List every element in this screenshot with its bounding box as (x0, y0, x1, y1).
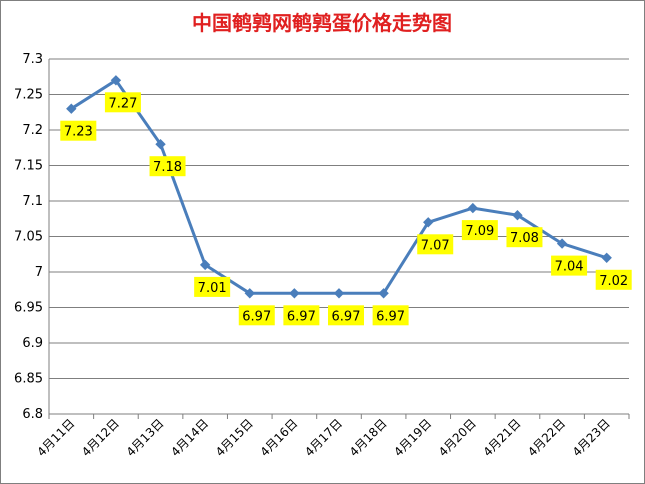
data-label-bg (104, 92, 141, 113)
data-label: 7.09 (465, 224, 494, 239)
data-point (512, 209, 523, 221)
grid-layer (49, 58, 629, 415)
data-label: 6.97 (376, 309, 405, 324)
data-label: 7.27 (108, 96, 137, 111)
data-point (333, 288, 345, 299)
data-label-bg (60, 120, 97, 141)
axis-layer: 6.8 6.85 6.9 6.95 7 7.05 7.1 7.15 7.2 7.25 7.3 4月11… (14, 52, 630, 459)
data-point (423, 217, 434, 228)
data-label: 7.01 (198, 281, 227, 296)
data-label-bg (551, 255, 588, 276)
y-tick-label: 6.85 (14, 372, 43, 387)
data-label: 7.08 (510, 231, 539, 246)
data-label: 7.23 (64, 125, 93, 140)
x-tick-label: 4月23日 (570, 416, 613, 459)
chart-title: 中国鹌鹑网鹌鹑蛋价格走势图 (192, 11, 452, 35)
data-label: 7.04 (555, 260, 584, 275)
data-label-bg (149, 156, 186, 177)
data-point (66, 103, 77, 114)
x-tick-label: 4月19日 (391, 416, 434, 459)
x-tick-label: 4月11日 (34, 416, 77, 459)
y-tick-label: 7.15 (14, 159, 43, 174)
data-label-bg (283, 305, 320, 326)
y-tick-label: 6.95 (14, 301, 43, 316)
data-label: 6.97 (242, 309, 271, 324)
data-label: 7.18 (153, 160, 182, 175)
x-tick-label: 4月13日 (124, 416, 167, 459)
x-tick-label: 4月22日 (525, 416, 568, 459)
x-tick-label: 4月16日 (257, 416, 300, 459)
data-label-bg (506, 227, 543, 248)
data-label: 6.97 (287, 309, 316, 324)
data-point (199, 259, 211, 271)
data-point (378, 288, 389, 299)
x-tick-label: 4月15日 (213, 416, 256, 459)
data-point (467, 202, 479, 214)
series-line (70, 78, 608, 295)
data-point (155, 138, 166, 150)
y-tick-label: 7.1 (22, 194, 43, 209)
data-point (244, 288, 255, 299)
series-layer (66, 75, 612, 299)
data-point (110, 75, 122, 86)
y-tick-label: 6.9 (22, 336, 43, 351)
data-label-bg (461, 220, 498, 241)
data-label-bg (417, 234, 454, 255)
data-point (601, 252, 612, 264)
data-point (289, 288, 300, 299)
data-label-bg (595, 269, 632, 290)
data-label-bg (194, 276, 231, 297)
data-label: 7.07 (421, 238, 450, 253)
x-tick-label: 4月21日 (481, 416, 524, 459)
data-label-layer: 7.23 7.27 7.18 7.01 6.97 6.97 6.97 6.97 7.07 7.09… (60, 92, 632, 326)
y-tick-label: 7.25 (14, 88, 43, 103)
y-tick-label: 7.3 (22, 52, 43, 67)
y-tick-label: 7 (35, 265, 43, 280)
y-tick-label: 7.2 (22, 123, 43, 138)
data-label-bg (238, 305, 275, 326)
data-label: 7.02 (599, 274, 628, 289)
y-tick-label: 6.8 (22, 407, 43, 422)
data-label: 6.97 (332, 309, 361, 324)
y-tick-label: 7.05 (14, 230, 43, 245)
data-label-bg (372, 305, 409, 326)
data-label-bg (328, 305, 364, 326)
x-tick-label: 4月17日 (302, 416, 345, 459)
data-point (556, 238, 568, 249)
x-tick-label: 4月12日 (79, 416, 122, 459)
x-tick-label: 4月14日 (168, 416, 211, 459)
x-tick-label: 4月18日 (347, 416, 390, 459)
x-tick-label: 4月20日 (436, 416, 479, 459)
